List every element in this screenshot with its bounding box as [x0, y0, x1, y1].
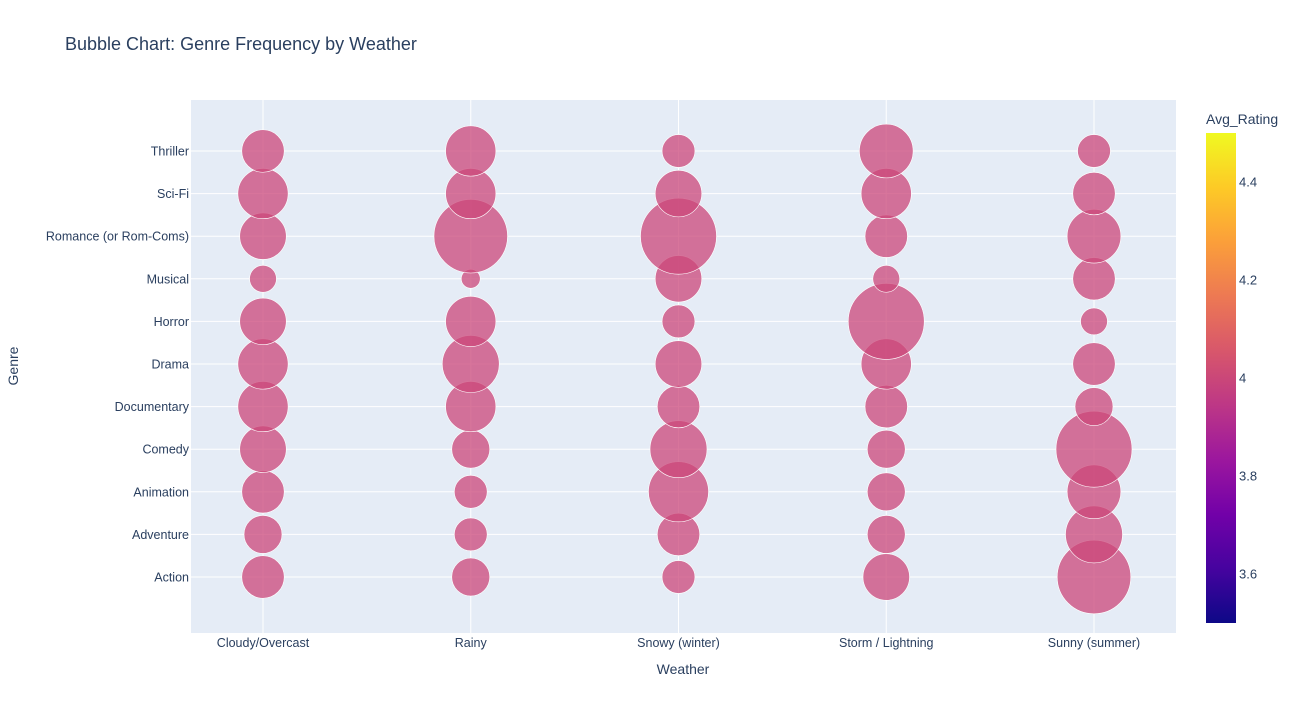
y-tick-label: Comedy	[142, 443, 189, 457]
bubble	[866, 472, 906, 512]
y-tick-labels: Action Adventure Animation Comedy Documentar…	[46, 145, 190, 585]
bubble	[451, 429, 491, 469]
bubble	[872, 265, 900, 293]
y-tick-label: Horror	[154, 315, 189, 329]
y-tick-label: Musical	[147, 272, 189, 286]
x-tick-label: Storm / Lightning	[839, 636, 934, 650]
y-axis-title: Genre	[5, 346, 21, 385]
y-tick-label: Thriller	[151, 145, 189, 159]
colorbar-tick-label: 4	[1239, 371, 1246, 386]
bubble	[237, 168, 289, 220]
bubble	[654, 340, 703, 388]
bubble	[1066, 209, 1122, 264]
bubbles	[237, 123, 1133, 615]
x-tick-labels: Cloudy/Overcast Rainy Snowy (winter) Storm …	[217, 636, 1140, 650]
y-tick-label: Adventure	[132, 528, 189, 542]
bubble	[864, 385, 908, 429]
colorbar-tick-label: 4.4	[1239, 175, 1257, 190]
y-tick-label: Sci-Fi	[157, 187, 189, 201]
bubble	[862, 553, 910, 601]
bubble	[661, 134, 696, 168]
x-tick-label: Rainy	[455, 636, 488, 650]
x-tick-label: Snowy (winter)	[637, 636, 720, 650]
bubble	[239, 297, 287, 345]
bubble	[1072, 257, 1116, 301]
bubble	[453, 475, 488, 509]
bubble	[445, 295, 497, 347]
bubble	[249, 265, 277, 293]
bubble	[445, 125, 497, 177]
bubble	[847, 283, 925, 360]
bubble	[656, 385, 701, 429]
y-tick-label: Animation	[133, 485, 189, 499]
bubble	[654, 170, 703, 218]
bubble	[649, 420, 708, 479]
x-tick-label: Cloudy/Overcast	[217, 636, 310, 650]
bubble	[661, 560, 696, 594]
bubble	[866, 429, 906, 469]
y-tick-label: Drama	[151, 358, 189, 372]
bubble	[864, 214, 908, 258]
colorbar-title: Avg_Rating	[1206, 111, 1278, 127]
colorbar-tick-label: 3.6	[1239, 567, 1257, 582]
bubble	[239, 212, 287, 260]
bubble	[866, 515, 906, 554]
bubble	[1080, 307, 1108, 336]
chart-title: Bubble Chart: Genre Frequency by Weather	[65, 34, 417, 54]
bubble	[1074, 387, 1114, 426]
bubble	[453, 517, 488, 552]
bubble	[243, 515, 283, 554]
bubble	[237, 338, 289, 390]
bubble	[1072, 342, 1116, 386]
x-tick-label: Sunny (summer)	[1048, 636, 1140, 650]
bubble	[451, 557, 491, 597]
y-tick-label: Documentary	[115, 400, 190, 414]
colorbar-tick-label: 3.8	[1239, 469, 1257, 484]
bubble	[661, 304, 696, 339]
y-tick-label: Romance (or Rom-Coms)	[46, 230, 189, 244]
bubble	[241, 129, 285, 173]
colorbar-ticks: 3.6 3.8 4 4.2 4.4	[1239, 175, 1257, 582]
bubble	[241, 555, 285, 599]
x-axis-title: Weather	[657, 661, 710, 677]
bubble	[1077, 134, 1111, 168]
bubble	[239, 425, 287, 473]
colorbar	[1206, 133, 1236, 623]
bubble	[241, 470, 285, 514]
y-tick-label: Action	[154, 571, 189, 585]
bubble	[859, 123, 914, 179]
bubble	[1072, 172, 1116, 216]
colorbar-tick-label: 4.2	[1239, 273, 1257, 288]
